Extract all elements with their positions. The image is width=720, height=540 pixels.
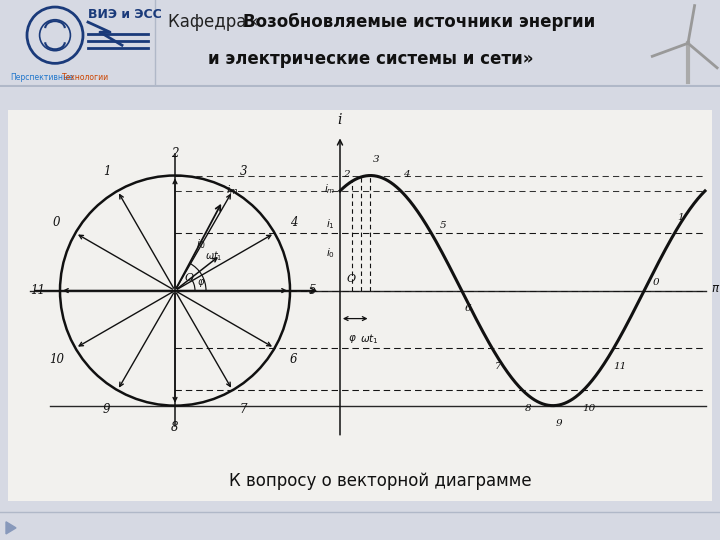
- Text: 9: 9: [103, 403, 110, 416]
- Text: $i_0$: $i_0$: [326, 246, 335, 260]
- Text: $\omega t_1$: $\omega t_1$: [360, 333, 379, 346]
- Text: $i_1$: $i_1$: [326, 217, 335, 231]
- Text: 0: 0: [53, 215, 60, 228]
- Text: 11: 11: [613, 362, 626, 370]
- Text: 8: 8: [525, 404, 532, 413]
- Text: 11: 11: [30, 284, 45, 297]
- Text: Технологии: Технологии: [62, 73, 109, 82]
- Text: O: O: [185, 273, 194, 282]
- Text: 4: 4: [290, 215, 297, 228]
- Text: 10: 10: [49, 353, 64, 366]
- Text: 0: 0: [653, 278, 660, 287]
- Text: 6: 6: [464, 304, 471, 313]
- Text: $\varphi$: $\varphi$: [348, 333, 356, 345]
- Text: O: O: [347, 274, 356, 284]
- Text: $i_m$: $i_m$: [323, 183, 335, 196]
- Text: 3: 3: [240, 165, 247, 178]
- Text: $\pi$  $\omega t$: $\pi$ $\omega t$: [711, 282, 720, 295]
- Text: 3: 3: [373, 155, 379, 164]
- Text: Кафедра «: Кафедра «: [168, 13, 262, 31]
- Text: К вопросу о векторной диаграмме: К вопросу о векторной диаграмме: [229, 471, 531, 490]
- Text: 7: 7: [495, 362, 501, 370]
- Text: $i_0$: $i_0$: [196, 238, 205, 251]
- FancyBboxPatch shape: [8, 111, 712, 501]
- Text: i: i: [338, 113, 342, 127]
- Text: $\varphi$: $\varphi$: [197, 276, 205, 288]
- Text: 6: 6: [290, 353, 297, 366]
- Text: 10: 10: [582, 404, 596, 413]
- Text: и электрические системы и сети»: и электрические системы и сети»: [208, 50, 534, 69]
- Text: 8: 8: [171, 421, 179, 434]
- Text: 5: 5: [440, 220, 446, 230]
- Text: ВИЭ и ЭСС: ВИЭ и ЭСС: [88, 8, 162, 21]
- Text: 2: 2: [171, 147, 179, 160]
- Text: 7: 7: [240, 403, 247, 416]
- Polygon shape: [6, 522, 16, 534]
- Text: 2: 2: [343, 171, 349, 179]
- Text: 9: 9: [556, 419, 562, 428]
- Text: $\omega t_1$: $\omega t_1$: [205, 249, 222, 262]
- Text: $i_m$: $i_m$: [225, 184, 238, 197]
- Text: 4: 4: [403, 171, 410, 179]
- Text: Перспективные: Перспективные: [10, 73, 73, 82]
- Text: 1: 1: [678, 213, 684, 221]
- Text: 1: 1: [103, 165, 110, 178]
- Text: 5: 5: [308, 284, 316, 297]
- Text: Возобновляемые источники энергии: Возобновляемые источники энергии: [243, 13, 595, 31]
